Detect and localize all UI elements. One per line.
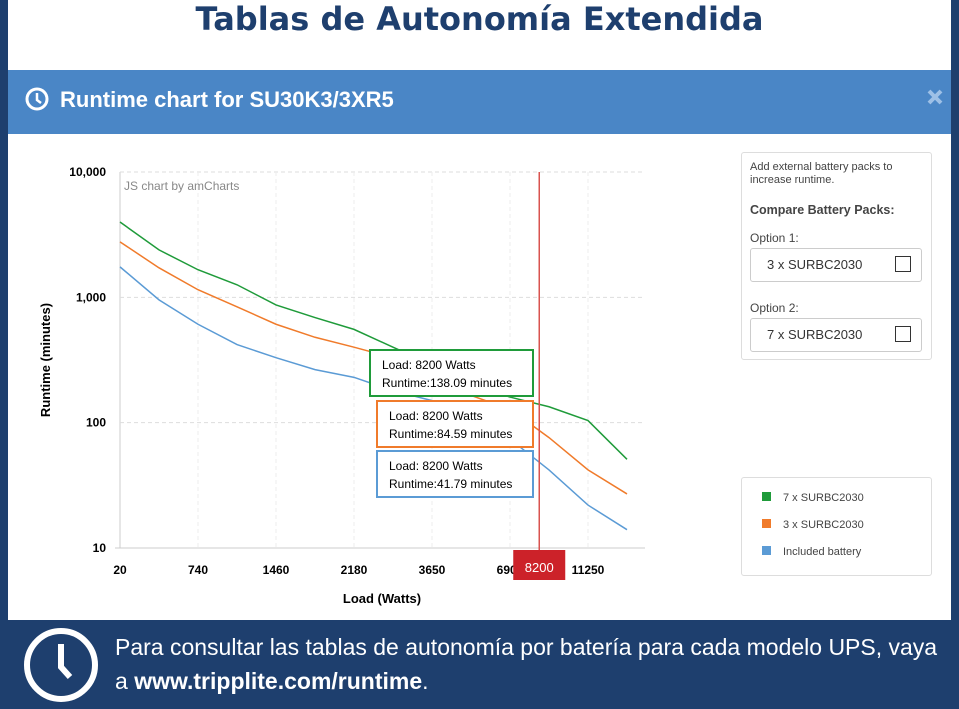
footer-clock-icon — [24, 628, 98, 702]
tooltip-runtime: Runtime:84.59 minutes — [389, 427, 512, 441]
x-tick-label: 20 — [113, 563, 127, 577]
footer-link[interactable]: www.tripplite.com/runtime — [134, 668, 423, 694]
legend-swatch — [762, 519, 771, 528]
legend-label: Included battery — [783, 546, 862, 558]
y-tick-label: 10 — [93, 541, 107, 555]
heading: Compare Battery Packs: — [750, 203, 895, 217]
dropdown-arrow — [895, 256, 911, 272]
legend: 7 x SURBC2030 3 x SURBC2030 Included batte… — [741, 477, 932, 576]
x-axis-label: Load (Watts) — [343, 591, 421, 606]
legend-item[interactable]: 3 x SURBC2030 — [762, 519, 864, 531]
x-tick-label: 3650 — [419, 563, 446, 577]
cursor-badge — [513, 550, 566, 580]
close-button[interactable] — [926, 88, 944, 106]
series-line — [119, 266, 628, 531]
footer-message: Para consultar las tablas de autonomía p… — [115, 634, 938, 694]
legend-swatch — [762, 492, 771, 501]
clock-icon — [25, 87, 49, 111]
legend-label: 7 x SURBC2030 — [783, 492, 864, 504]
option-select[interactable]: 3 x SURBC2030 — [750, 248, 922, 282]
x-tick-label: 1460 — [263, 563, 290, 577]
legend-swatch — [762, 546, 771, 555]
x-tick-label: 740 — [188, 563, 208, 577]
tooltip-load: Load: 8200 Watts — [382, 358, 476, 372]
page-title: Tablas de Autonomía Extendida — [8, 0, 951, 70]
footer-end: . — [422, 668, 429, 694]
tooltip-runtime: Runtime:41.79 minutes — [389, 477, 512, 491]
options-panel: Add external battery packs to increase r… — [741, 152, 932, 360]
series-line — [119, 221, 628, 460]
y-tick-label: 100 — [86, 416, 106, 430]
option-select[interactable]: 7 x SURBC2030 — [750, 318, 922, 352]
tooltip-box — [376, 400, 534, 448]
tooltip-box — [376, 450, 534, 498]
legend-label: 3 x SURBC2030 — [783, 519, 864, 531]
dialog-header: Runtime chart for SU30K3/3XR5 — [8, 70, 951, 134]
legend-item[interactable]: Included battery — [762, 546, 861, 558]
tooltip-load: Load: 8200 Watts — [389, 409, 483, 423]
cursor-label: 8200 — [525, 560, 554, 575]
tooltip-load: Load: 8200 Watts — [389, 459, 483, 473]
option-value: 7 x SURBC2030 — [767, 327, 863, 342]
y-axis-label: Runtime (minutes) — [38, 303, 53, 417]
dropdown-arrow — [895, 326, 911, 342]
option-value: 3 x SURBC2030 — [767, 257, 863, 272]
option-label: Option 2: — [750, 301, 799, 315]
tooltip-box — [369, 349, 534, 397]
x-tick-label: 11250 — [572, 563, 605, 577]
option-label: Option 1: — [750, 231, 799, 245]
hint: Add external battery packs to increase r… — [750, 161, 893, 186]
chart-credit: JS chart by amCharts — [124, 179, 239, 193]
tooltip-runtime: Runtime:138.09 minutes — [382, 376, 512, 390]
x-tick-label: 2180 — [341, 563, 368, 577]
legend-item[interactable]: 7 x SURBC2030 — [762, 492, 864, 504]
dialog-title: Runtime chart for SU30K3/3XR5 — [60, 87, 394, 112]
y-tick-label: 1,000 — [76, 290, 106, 304]
footer-text: Para consultar las tablas de autonomía p… — [115, 630, 945, 698]
y-tick-label: 10,000 — [69, 165, 106, 179]
